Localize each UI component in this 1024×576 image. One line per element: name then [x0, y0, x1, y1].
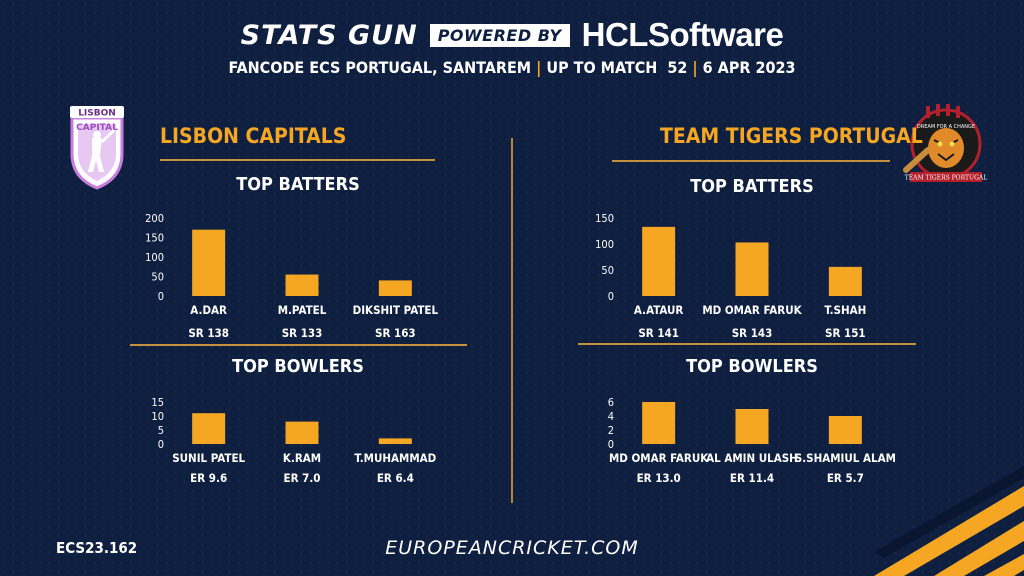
stat-label: SR 163: [375, 326, 416, 340]
y-tick-label: 100: [595, 238, 614, 251]
y-tick-label: 150: [145, 232, 164, 245]
category-label: K.RAM: [283, 451, 321, 465]
bar: [192, 229, 226, 296]
stat-label: ER 9.6: [190, 471, 227, 485]
category-label: A.DAR: [190, 303, 227, 317]
category-label: T.SHAH: [824, 303, 866, 317]
tiger-logo: DREAM FOR A CHANGE TEAM TIGERS PORTUGAL: [903, 104, 987, 182]
separator: |: [536, 58, 542, 77]
y-tick-label: 10: [151, 410, 164, 423]
category-label: DIKSHIT PATEL: [353, 303, 439, 317]
category-label: AL AMIN ULASH: [706, 451, 798, 465]
section-divider: [130, 344, 467, 346]
footer-website[interactable]: EUROPEANCRICKET.COM: [385, 537, 639, 559]
bar: [735, 409, 769, 444]
match-info: UP TO MATCH 52: [546, 58, 688, 77]
section-title-batters-right: TOP BATTERS: [690, 176, 814, 197]
brand-row: STATS GUN POWERED BY HCLSoftware: [0, 14, 1024, 56]
powered-by-badge: POWERED BY: [429, 23, 570, 47]
stats-gun-logo: STATS GUN: [240, 19, 418, 51]
category-label: T.MUHAMMAD: [354, 451, 436, 465]
hcl-software-logo: HCLSoftware: [581, 16, 784, 53]
decorative-stripes: [874, 466, 1024, 576]
y-tick-label: 0: [608, 438, 614, 451]
y-tick-label: 2: [608, 424, 614, 437]
stat-label: ER 13.0: [637, 471, 681, 485]
stat-label: SR 133: [282, 326, 323, 340]
stat-label: SR 138: [188, 326, 229, 340]
category-label: MD OMAR FARUK: [702, 303, 802, 317]
chart-tigers-batters: 0 50 100 150 A.ATAUR SR 141 MD OMAR FARUK SR 14…: [595, 212, 866, 340]
y-tick-label: 200: [145, 212, 164, 225]
y-tick-label: 100: [145, 251, 164, 264]
stat-label: ER 7.0: [284, 471, 321, 485]
y-tick-label: 0: [158, 290, 164, 303]
section-title-bowlers-right: TOP BOWLERS: [686, 356, 818, 377]
center-divider: [511, 138, 513, 503]
header: STATS GUN POWERED BY HCLSoftware FANCODE…: [0, 14, 1024, 77]
category-label: S.SHAMIUL ALAM: [795, 451, 896, 465]
team-title-lisbon: LISBON CAPITALS: [160, 124, 347, 148]
chart-lisbon-batters: 0 50 100 150 200 A.DAR SR 138 M.PATEL SR 133 DIKS…: [145, 212, 439, 340]
bar: [642, 402, 676, 444]
svg-text:TEAM TIGERS PORTUGAL: TEAM TIGERS PORTUGAL: [905, 175, 987, 182]
stat-label: ER 5.7: [827, 471, 864, 485]
stat-label: SR 151: [825, 326, 866, 340]
svg-text:LISBON: LISBON: [78, 109, 116, 119]
bar: [642, 226, 676, 296]
bar: [285, 421, 319, 444]
category-label: M.PATEL: [278, 303, 327, 317]
section-title-bowlers-left: TOP BOWLERS: [232, 356, 364, 377]
category-label: MD OMAR FARUK: [609, 451, 709, 465]
footer-code: ECS23.162: [56, 539, 138, 557]
date-info: 6 APR 2023: [702, 58, 796, 77]
y-tick-label: 50: [601, 264, 614, 277]
y-tick-label: 6: [608, 396, 614, 409]
team-underline: [160, 159, 435, 161]
y-tick-label: 0: [158, 438, 164, 451]
tiger-logo-tagline: DREAM FOR A CHANGE: [917, 124, 975, 130]
separator: |: [692, 58, 698, 77]
bar: [828, 416, 862, 444]
category-label: SUNIL PATEL: [172, 451, 245, 465]
stat-label: SR 141: [638, 326, 679, 340]
y-tick-label: 150: [595, 212, 614, 225]
y-tick-label: 0: [608, 290, 614, 303]
bar: [828, 266, 862, 296]
section-title-batters-left: TOP BATTERS: [236, 174, 360, 195]
event-name: FANCODE ECS PORTUGAL, SANTAREM: [228, 58, 532, 77]
bar: [378, 438, 412, 444]
bar: [285, 274, 319, 296]
svg-text:CAPITAL: CAPITAL: [76, 123, 118, 133]
stat-label: ER 11.4: [730, 471, 774, 485]
bar: [378, 280, 412, 296]
team-title-tigers: TEAM TIGERS PORTUGAL: [660, 124, 923, 148]
bar: [735, 242, 769, 296]
category-label: A.ATAUR: [634, 303, 683, 317]
y-tick-label: 4: [608, 410, 614, 423]
y-tick-label: 15: [151, 396, 164, 409]
team-underline: [612, 160, 890, 162]
y-tick-label: 50: [151, 271, 164, 284]
section-divider: [578, 343, 916, 345]
bar: [192, 413, 226, 444]
stat-label: ER 6.4: [377, 471, 414, 485]
y-tick-label: 5: [158, 424, 164, 437]
stat-label: SR 143: [732, 326, 773, 340]
event-subtitle: FANCODE ECS PORTUGAL, SANTAREM | UP TO MAT…: [0, 58, 1024, 77]
lisbon-capitals-logo: LISBON CAPITAL: [70, 106, 124, 190]
